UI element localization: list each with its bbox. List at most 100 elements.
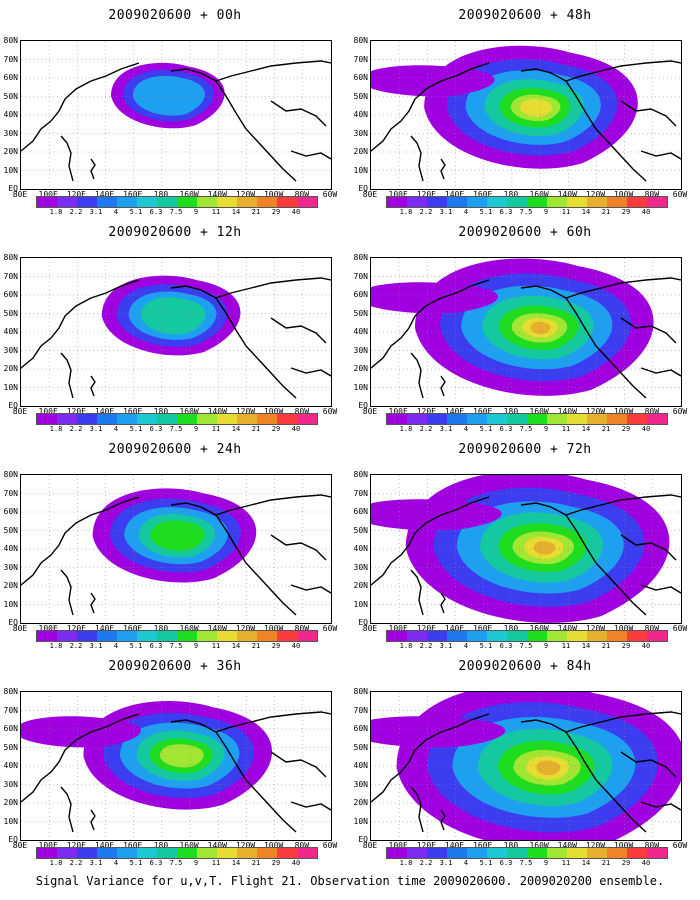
coastline [270,317,327,344]
colorbar-swatch [427,848,447,858]
coastline [290,584,331,594]
lon-label: 120E [416,624,436,633]
colorbar [386,630,668,642]
colorbar-label: 2.2 [419,208,433,216]
coastline [170,719,297,833]
colorbar-swatch [37,631,57,641]
colorbar-label: 11 [561,642,571,650]
colorbar-swatch [117,848,137,858]
colorbar-label: 3.1 [439,859,453,867]
colorbar-labels: 1.8 2.2 3.1 4 5.1 6.3 7.5 9 11 14 21 29 40 [386,208,666,216]
lon-label: 140E [444,624,465,633]
colorbar-label: 14 [581,642,591,650]
colorbar-swatch [487,414,507,424]
colorbar-label: 4 [463,208,469,216]
coastline [520,68,647,182]
colorbar-swatch [97,197,117,207]
colorbar [386,196,668,208]
colorbar-label: 29 [271,425,281,433]
colorbar-swatch [427,197,447,207]
map-panel: 2009020600 + 72h 80N 70N 60N 50N 40N 30N 20N 10N… [350,434,700,659]
lat-label: 10N [3,599,18,609]
colorbar-label: 5.1 [479,859,493,867]
colorbar-swatch [217,848,237,858]
colorbar-swatch [547,631,567,641]
lon-label: 60W [322,190,338,199]
lat-label: 80N [3,36,18,45]
panel-title: 2009020600 + 00h [108,8,242,23]
coastline [620,751,677,778]
map-svg [371,692,681,840]
coastline [90,809,96,831]
lat-label: 80N [3,687,18,696]
coastline [565,711,681,733]
lat-label: 70N [3,54,18,64]
lat-label: EQ [358,835,368,844]
coastline [215,277,331,299]
colorbar-label: 2.2 [419,425,433,433]
colorbar-label: 21 [601,208,611,216]
lon-label: 180 [153,624,169,633]
colorbar-label: 11 [211,425,221,433]
colorbar-label: 9 [543,208,549,216]
variance-contour [371,282,499,314]
lon-label: 180 [503,190,519,199]
coastline [270,100,327,127]
colorbar-swatch [607,631,627,641]
lon-label: 100W [263,841,284,850]
colorbar-swatch [387,197,407,207]
colorbar-label: 14 [231,425,241,433]
colorbar-swatch [647,197,667,207]
lon-label: 100W [613,841,634,850]
lon-label: 80E [12,407,28,416]
coastline [440,375,446,397]
colorbar-label: 3.1 [89,642,103,650]
colorbar-swatch [647,848,667,858]
lat-label: 50N [3,91,18,101]
coastline [60,135,74,182]
coastline [640,584,681,594]
coastline [215,60,331,82]
colorbar-swatch [407,414,427,424]
lon-label: 100E [38,190,58,199]
colorbar-swatch [627,631,647,641]
colorbar-swatch [37,414,57,424]
colorbar-swatch [137,848,157,858]
lon-label: 60W [672,841,688,850]
colorbar-swatch [627,414,647,424]
colorbar-labels: 1.8 2.2 3.1 4 5.1 6.3 7.5 9 11 14 21 29 40 [36,425,316,433]
colorbar-label: 3.1 [89,859,103,867]
lon-label: 120E [66,624,86,633]
colorbar-swatch [57,414,77,424]
colorbar-swatch [297,414,317,424]
colorbar-label: 2.2 [69,425,83,433]
coastline [90,592,96,614]
lon-label: 80W [644,624,660,633]
coastline [565,60,681,82]
colorbar-swatch [527,631,547,641]
variance-map [20,40,332,190]
colorbar-swatch [587,414,607,424]
coastline [290,150,331,160]
colorbar-label: 11 [211,208,221,216]
lat-label: 20N [3,581,18,590]
lat-label: EQ [358,401,368,410]
lon-label: 120W [235,190,256,199]
lon-label: 120E [66,407,86,416]
lon-label: 60W [322,624,338,633]
lat-label: 60N [3,724,18,733]
map-svg [371,258,681,406]
colorbar-label: 9 [543,859,549,867]
lon-label: 80W [644,841,660,850]
colorbar-labels: 1.8 2.2 3.1 4 5.1 6.3 7.5 9 11 14 21 29 40 [386,642,666,650]
lon-label: 160E [123,190,143,199]
colorbar [36,413,318,425]
colorbar-label: 11 [211,859,221,867]
colorbar-labels: 1.8 2.2 3.1 4 5.1 6.3 7.5 9 11 14 21 29 40 [36,208,316,216]
lon-label: 80W [644,190,660,199]
map-panel: 2009020600 + 24h 80N 70N 60N 50N 40N 30N 20N 10N… [0,434,350,659]
colorbar-swatch [467,197,487,207]
colorbar-label: 9 [543,642,549,650]
coastline [410,352,424,399]
lon-label: 60W [322,407,338,416]
